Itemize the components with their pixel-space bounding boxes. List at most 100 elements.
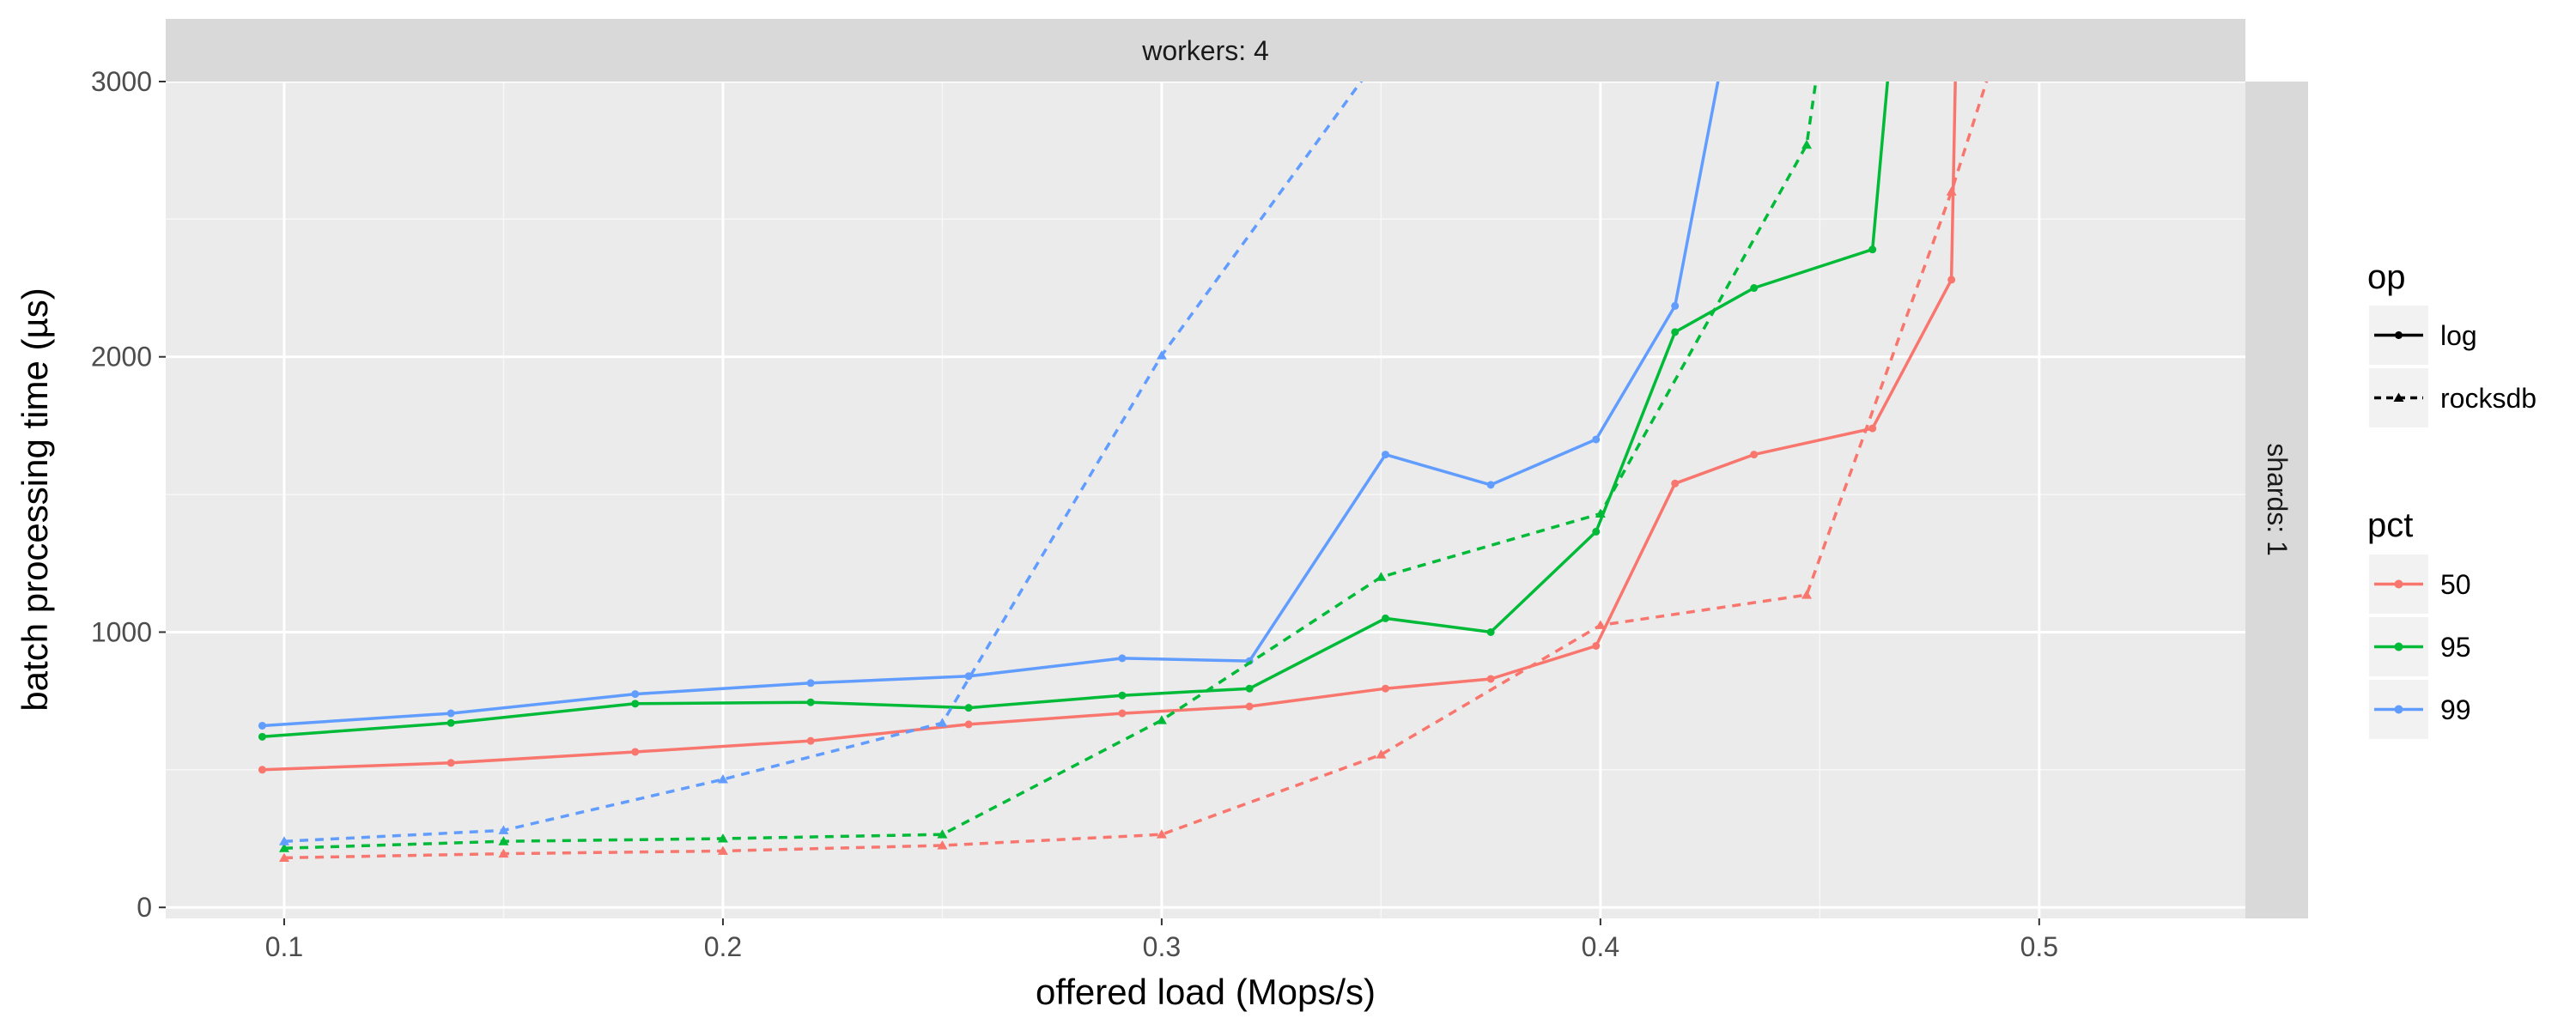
data-point-log-50 [258,766,266,774]
data-point-log-95 [1486,627,1495,636]
y-axis-title: batch processing time (µs) [15,288,55,711]
data-point-rocksdb-95 [498,836,509,845]
data-point-rocksdb-95 [1156,715,1167,724]
series-log-99 [258,82,1720,730]
data-point-rocksdb-95 [1801,139,1813,149]
legend-op-items: log rocksdb [2369,306,2537,427]
data-point-log-50 [447,759,455,767]
data-point-log-95 [1245,684,1254,693]
series-log-95 [258,82,1889,741]
x-tick-label: 0.2 [704,931,742,962]
data-point-rocksdb-99 [278,836,289,845]
series-rocksdb-95 [278,82,1818,852]
data-point-rocksdb-50 [498,848,509,858]
x-tick-label: 0.5 [2020,931,2058,962]
data-point-rocksdb-50 [1156,829,1167,839]
data-point-log-95 [1381,614,1389,622]
data-point-rocksdb-99 [498,825,509,834]
legend-key-marker-log [2395,331,2403,339]
data-point-log-99 [806,679,815,688]
data-point-log-95 [258,732,266,741]
legend-label-log: log [2440,320,2477,351]
data-point-rocksdb-50 [717,845,728,855]
legend-pct-title: pct [2367,506,2413,544]
legend-label-99: 99 [2440,694,2471,725]
y-tick-label: 2000 [91,342,152,373]
data-point-rocksdb-95 [937,829,948,839]
legend-key-marker-50 [2394,579,2403,589]
data-point-rocksdb-99 [1156,350,1167,360]
series-rocksdb-50 [278,82,1989,862]
x-tick-label: 0.1 [265,931,303,962]
data-point-log-95 [964,704,973,712]
data-point-log-99 [631,690,640,699]
data-point-log-99 [1381,451,1389,459]
facet-strip-top [166,19,2245,82]
grid-minor [166,82,2245,918]
facet-strip-right [2245,82,2308,918]
facet-strip-right-label: shards: 1 [2262,443,2293,556]
data-point-log-99 [1592,435,1601,444]
series-log-50 [258,82,1957,774]
facet-strip-top-label: workers: 4 [1141,35,1269,66]
y-axis: 0 1000 2000 3000 [91,66,166,923]
legend-key-marker-99 [2394,705,2403,714]
series-line-rocksdb-95 [283,82,1818,850]
data-point-rocksdb-99 [937,718,948,727]
data-point-rocksdb-50 [1801,590,1813,599]
data-point-log-50 [1245,702,1254,711]
y-tick-label: 3000 [91,66,152,97]
data-point-rocksdb-50 [1946,186,1957,196]
data-point-log-50 [1381,684,1389,693]
data-point-log-50 [964,720,973,729]
legend-label-50: 50 [2440,569,2471,600]
data-point-rocksdb-50 [1595,620,1606,629]
data-point-log-99 [447,709,455,718]
data-point-log-50 [1868,424,1877,433]
data-point-rocksdb-95 [717,833,728,843]
legend-label-rocksdb: rocksdb [2440,383,2537,414]
data-point-log-95 [631,700,640,708]
data-point-log-50 [1118,709,1127,718]
data-point-log-95 [1592,527,1601,536]
data-point-rocksdb-50 [937,840,948,850]
data-point-rocksdb-95 [278,843,289,852]
y-tick-label: 1000 [91,616,152,647]
data-point-log-50 [1592,641,1601,650]
series-line-rocksdb-50 [283,82,1989,860]
data-point-log-99 [1118,654,1127,663]
data-point-log-50 [1750,451,1759,459]
series-line-log-99 [262,82,1720,728]
data-point-log-95 [1868,245,1877,254]
data-point-log-95 [806,698,815,706]
x-tick-label: 0.4 [1582,931,1619,962]
x-axis: 0.1 0.2 0.3 0.4 0.5 [265,918,2058,962]
y-tick-label: 0 [137,892,152,923]
plot-panel [166,82,2245,918]
data-point-log-50 [1486,675,1495,683]
data-point-rocksdb-95 [1595,508,1606,518]
data-point-rocksdb-99 [717,774,728,784]
data-point-log-95 [447,718,455,727]
data-point-log-50 [631,748,640,756]
data-point-rocksdb-50 [1376,749,1387,759]
data-point-log-99 [1671,301,1680,310]
legend-key-marker-rocksdb [2393,392,2404,402]
data-point-log-50 [1671,479,1680,488]
data-point-log-95 [1118,691,1127,700]
data-point-rocksdb-50 [278,852,289,862]
legend-op-title: op [2367,258,2406,296]
legend-label-95: 95 [2440,632,2471,663]
legend-key-marker-95 [2394,642,2403,651]
legend-pct-items: 50 95 99 [2369,554,2471,739]
series-rocksdb-99 [278,82,1364,845]
series-layer [258,82,1989,862]
series-line-log-95 [262,82,1889,739]
data-point-log-50 [806,736,815,745]
data-point-log-99 [258,721,266,730]
data-point-log-50 [1947,276,1956,284]
x-tick-label: 0.3 [1143,931,1181,962]
legend: op log rocksdb pct 50 95 99 [2367,258,2537,739]
x-axis-title: offered load (Mops/s) [1036,972,1376,1012]
